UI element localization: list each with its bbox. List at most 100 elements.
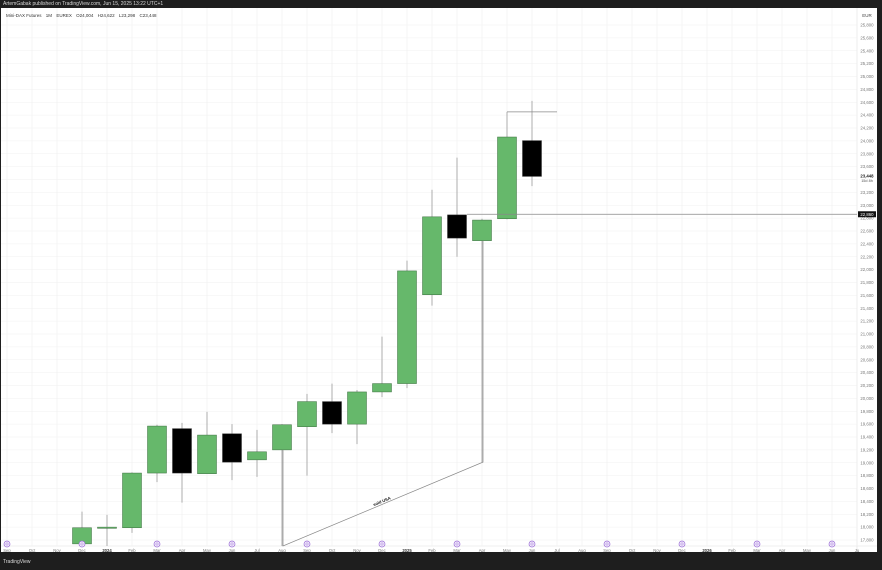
x-tick-label: Dec bbox=[78, 548, 85, 552]
y-tick-label: 25,000 bbox=[860, 74, 874, 79]
x-tick-label: Mar bbox=[753, 548, 761, 552]
x-tick-label: Oct bbox=[329, 548, 336, 552]
candle-down bbox=[172, 428, 192, 474]
candle-down bbox=[447, 214, 467, 239]
x-tick-label: Jun bbox=[529, 548, 536, 552]
x-tick-label: Jun bbox=[229, 548, 236, 552]
x-tick-label: Jul bbox=[254, 548, 259, 552]
x-tick-label: Feb bbox=[428, 548, 436, 552]
x-tick-label: Feb bbox=[128, 548, 136, 552]
dividend-event-icon bbox=[78, 540, 86, 548]
candle-down bbox=[222, 433, 242, 463]
y-tick-label: 18,600 bbox=[860, 486, 874, 491]
low-value: L23,298 bbox=[118, 13, 136, 18]
x-tick-label: 2025 bbox=[402, 548, 412, 552]
candle-up bbox=[147, 425, 167, 474]
candle-up bbox=[497, 136, 517, 220]
x-tick-label: Nov bbox=[653, 548, 661, 552]
y-tick-label: 21,400 bbox=[860, 306, 874, 311]
x-tick-label: Feb bbox=[728, 548, 736, 552]
dividend-event-icon bbox=[678, 540, 686, 548]
x-tick-label: Ju bbox=[855, 548, 860, 552]
y-tick-label: 22,800 bbox=[860, 216, 874, 221]
y-tick-label: 24,600 bbox=[860, 100, 874, 105]
y-tick-label: 19,400 bbox=[860, 435, 874, 440]
x-tick-label: Aug bbox=[278, 548, 286, 552]
x-tick-label: Dec bbox=[678, 548, 685, 552]
x-tick-label: Oct bbox=[29, 548, 36, 552]
candle-up bbox=[247, 451, 267, 461]
dividend-event-icon bbox=[528, 540, 536, 548]
high-value: H24,622 bbox=[97, 13, 115, 18]
candle-up bbox=[197, 434, 217, 474]
symbol-name[interactable]: Mini-DAX Futures bbox=[6, 13, 42, 18]
dividend-event-icon-inner bbox=[455, 542, 459, 546]
y-tick-label: 22,000 bbox=[860, 267, 874, 272]
x-tick-label: Apr bbox=[179, 548, 186, 552]
y-tick-label: 19,200 bbox=[860, 447, 874, 452]
dividend-event-icon bbox=[228, 540, 236, 548]
y-tick-label: 17,800 bbox=[860, 538, 874, 543]
x-tick-label: Apr bbox=[479, 548, 486, 552]
x-tick-label: Sep bbox=[3, 548, 11, 552]
dividend-event-icon bbox=[753, 540, 761, 548]
dividend-event-icon bbox=[303, 540, 311, 548]
x-tick-label: Sep bbox=[303, 548, 311, 552]
y-tick-label: 25,200 bbox=[860, 61, 874, 66]
dividend-event-icon-inner bbox=[5, 542, 9, 546]
x-tick-label: Oct bbox=[629, 548, 636, 552]
currency-label: EUR bbox=[862, 13, 872, 18]
dividend-event-icon-inner bbox=[755, 542, 759, 546]
x-tick-label: Dec bbox=[378, 548, 385, 552]
candle-up bbox=[397, 270, 417, 384]
y-tick-label: 19,800 bbox=[860, 409, 874, 414]
x-tick-label: Nov bbox=[353, 548, 361, 552]
level-price-tag bbox=[858, 211, 876, 218]
trendline-drawing bbox=[282, 240, 484, 547]
y-tick-label: 24,800 bbox=[860, 87, 874, 92]
candle-up bbox=[122, 472, 142, 529]
y-tick-label: 22,400 bbox=[860, 241, 874, 246]
candle-up bbox=[97, 526, 117, 529]
y-tick-label: 18,400 bbox=[860, 499, 874, 504]
y-tick-label: 20,200 bbox=[860, 383, 874, 388]
x-tick-label: Sep bbox=[603, 548, 611, 552]
tradingview-logo[interactable]: TradingView bbox=[3, 559, 31, 565]
dividend-event-icon bbox=[378, 540, 386, 548]
candle-up bbox=[472, 219, 492, 241]
dividend-event-icon-inner bbox=[830, 542, 834, 546]
dividend-event-icon bbox=[153, 540, 161, 548]
dividend-event-icon-inner bbox=[605, 542, 609, 546]
y-tick-label: 20,400 bbox=[860, 370, 874, 375]
chart-area[interactable]: 25,800 25,600 25,400 25,200 25,000 24,800 24,6… bbox=[1, 8, 877, 552]
candle-up bbox=[272, 424, 292, 451]
y-tick-label: 21,200 bbox=[860, 319, 874, 324]
candle-down bbox=[522, 140, 542, 177]
y-tick-label: 21,000 bbox=[860, 332, 874, 337]
y-tick-label: 20,000 bbox=[860, 396, 874, 401]
symbol-legend: Mini-DAX Futures 1M EUREX O24,004 H24,62… bbox=[6, 13, 159, 18]
candlestick-chart[interactable]: 25,800 25,600 25,400 25,200 25,000 24,800 24,6… bbox=[1, 8, 877, 552]
interval[interactable]: 1M bbox=[45, 13, 53, 18]
exchange: EUREX bbox=[56, 13, 72, 18]
footer: TradingView bbox=[0, 552, 882, 570]
y-tick-label: 21,600 bbox=[860, 293, 874, 298]
y-tick-label: 23,800 bbox=[860, 151, 874, 156]
publish-header: ArtemGabak published on TradingView.com,… bbox=[0, 0, 882, 8]
y-tick-label: 22,200 bbox=[860, 254, 874, 259]
bar-countdown: 15d 8h bbox=[861, 179, 873, 183]
candle-down bbox=[322, 401, 342, 425]
x-tick-label: May bbox=[503, 548, 512, 552]
trendline-label: sold USA bbox=[372, 495, 391, 507]
y-tick-label: 19,000 bbox=[860, 460, 874, 465]
x-tick-label: Jun bbox=[829, 548, 836, 552]
dividend-event-icon bbox=[828, 540, 836, 548]
y-tick-label: 20,600 bbox=[860, 357, 874, 362]
level-price-label: 22,860 bbox=[860, 212, 874, 217]
x-tick-label: Apr bbox=[779, 548, 786, 552]
y-tick-label: 18,000 bbox=[860, 525, 874, 530]
dividend-event-icon-inner bbox=[680, 542, 684, 546]
x-tick-label: May bbox=[203, 548, 212, 552]
y-tick-label: 22,600 bbox=[860, 229, 874, 234]
y-tick-label: 18,800 bbox=[860, 473, 874, 478]
